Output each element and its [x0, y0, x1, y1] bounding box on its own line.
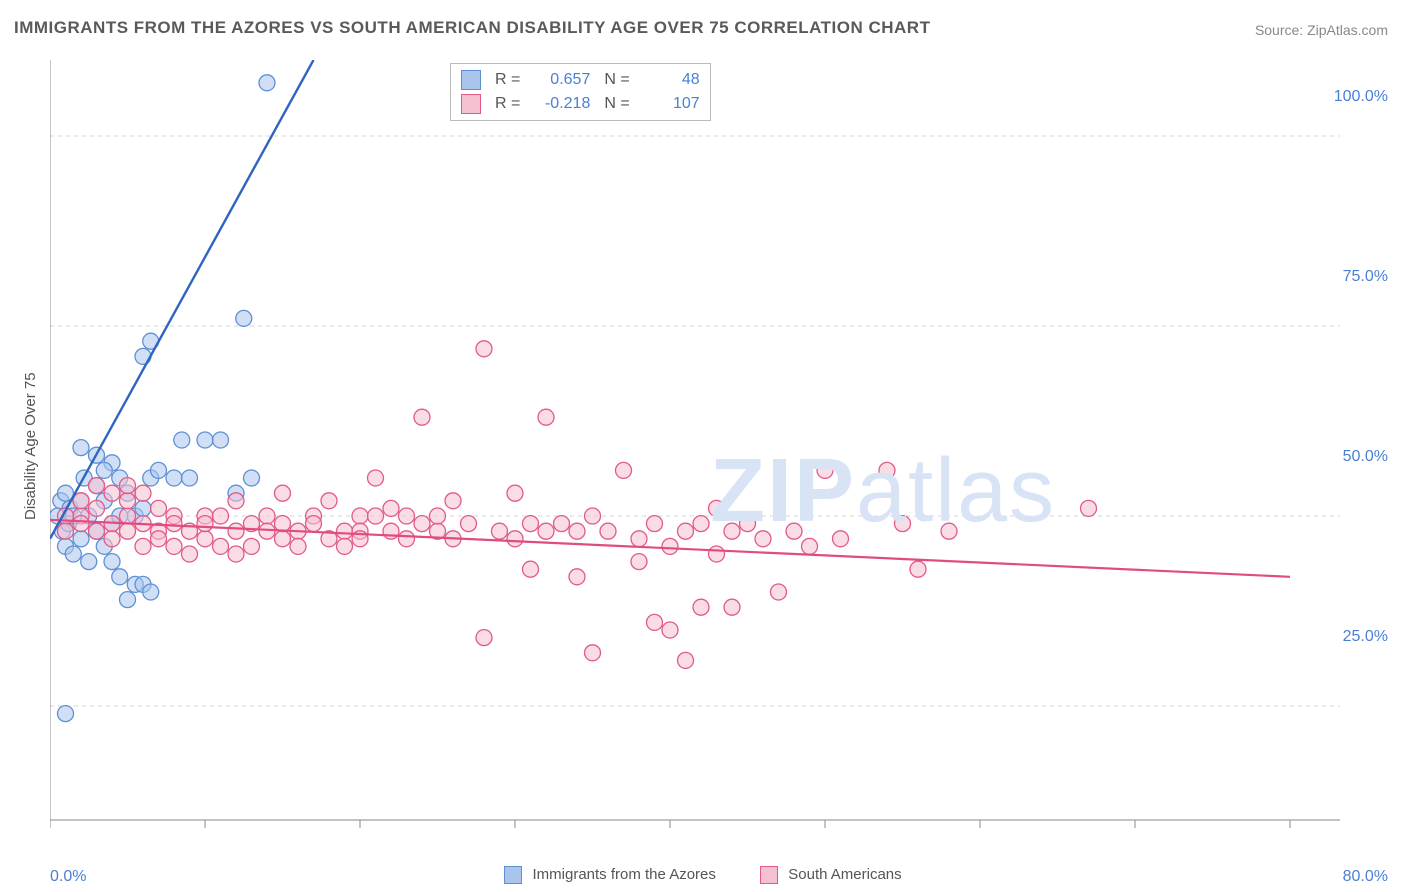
r-value-south-american: -0.218 — [530, 95, 590, 113]
source-link[interactable]: ZipAtlas.com — [1307, 22, 1388, 38]
y-tick-50: 50.0% — [1343, 448, 1388, 466]
n-value-south-american: 107 — [640, 95, 700, 113]
correlation-legend: R = 0.657 N = 48 R = -0.218 N = 107 — [450, 63, 711, 121]
y-tick-100: 100.0% — [1334, 88, 1388, 106]
legend-swatch-south-american-icon — [760, 866, 778, 884]
series-legend: Immigrants from the Azores South America… — [0, 866, 1406, 884]
plot-area: R = 0.657 N = 48 R = -0.218 N = 107 ZIPa… — [50, 60, 1340, 840]
correlation-row-south-american: R = -0.218 N = 107 — [461, 92, 700, 116]
chart-title: IMMIGRANTS FROM THE AZORES VS SOUTH AMER… — [14, 18, 930, 38]
r-label: R = — [495, 71, 520, 89]
n-label: N = — [604, 95, 629, 113]
swatch-azores-icon — [461, 70, 481, 90]
r-value-azores: 0.657 — [530, 71, 590, 89]
legend-label-south-american: South Americans — [788, 866, 901, 883]
n-label: N = — [604, 71, 629, 89]
swatch-south-american-icon — [461, 94, 481, 114]
legend-swatch-azores-icon — [504, 866, 522, 884]
y-axis-label: Disability Age Over 75 — [22, 372, 39, 520]
legend-item-south-american: South Americans — [760, 866, 902, 884]
n-value-azores: 48 — [640, 71, 700, 89]
source-attribution: Source: ZipAtlas.com — [1255, 22, 1388, 38]
y-tick-25: 25.0% — [1343, 628, 1388, 646]
correlation-row-azores: R = 0.657 N = 48 — [461, 68, 700, 92]
legend-label-azores: Immigrants from the Azores — [533, 866, 716, 883]
source-label: Source: — [1255, 22, 1307, 38]
y-tick-75: 75.0% — [1343, 268, 1388, 286]
chart-svg — [50, 60, 1340, 840]
r-label: R = — [495, 95, 520, 113]
legend-item-azores: Immigrants from the Azores — [504, 866, 716, 884]
chart-container: IMMIGRANTS FROM THE AZORES VS SOUTH AMER… — [0, 0, 1406, 892]
